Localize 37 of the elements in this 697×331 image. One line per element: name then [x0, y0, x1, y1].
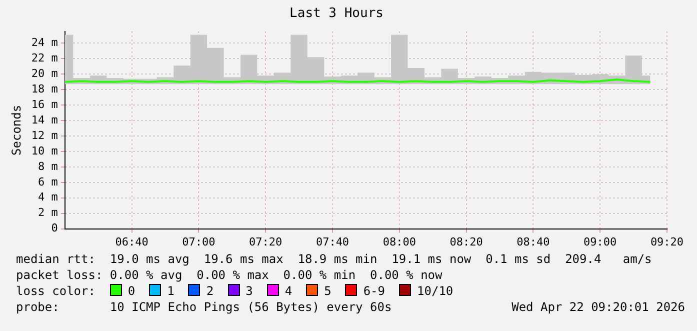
legend-label: 1: [166, 284, 174, 298]
legend-label: 4: [284, 284, 292, 298]
x-tick-label: 08:40: [516, 235, 550, 248]
y-tick-label: 10 m: [31, 144, 58, 158]
x-tick-label: 08:20: [450, 235, 483, 248]
y-tick-label: 22 m: [31, 52, 58, 65]
y-axis-title: Seconds: [9, 104, 24, 156]
y-tick-label: 16 m: [31, 98, 58, 111]
legend-label: 5: [323, 284, 332, 298]
y-tick-label: 24 m: [31, 36, 58, 50]
x-tick-label: 07:40: [316, 235, 350, 248]
x-tick-label: 07:20: [249, 235, 282, 248]
legend-label: 2: [205, 284, 214, 298]
y-tick-label: 14 m: [31, 113, 58, 126]
text: packet loss: 0.00 % avg 0.00 % max 0.00 % min 0.00 % now: [16, 268, 442, 282]
legend-label: 3: [244, 284, 253, 298]
legend-label: 10/10: [416, 284, 454, 298]
x-tick-label: 06:40: [115, 235, 148, 248]
text: median rtt: 19.0 ms avg 19.6 ms max 18.9 ms min 19.1 ms now 0.1 ms sd 209.4 am/s: [16, 252, 652, 266]
y-tick-label: 8 m: [38, 160, 58, 173]
x-tick-label: 08:00: [382, 235, 416, 248]
chart-title: Last 3 Hours: [290, 6, 384, 22]
legend-title: loss color:: [16, 284, 96, 298]
legend-label: 0: [126, 284, 136, 298]
x-tick-label: 09:20: [650, 235, 684, 248]
y-tick-label: 12 m: [31, 128, 58, 142]
x-tick-label: 09:00: [584, 235, 617, 248]
y-tick-label: 20 m: [31, 66, 58, 80]
y-tick-label: 0: [51, 222, 58, 235]
y-tick-label: 2 m: [38, 206, 58, 220]
text: probe: 10 ICMP Echo Pings (56 Bytes) every 60s: [16, 300, 392, 314]
y-tick-label: 4 m: [38, 190, 58, 204]
y-tick-label: 6 m: [38, 175, 58, 188]
x-tick-label: 07:00: [182, 235, 216, 248]
text: Wed Apr 22 09:20:01 2026: [512, 300, 685, 314]
legend-label: 6-9: [362, 284, 386, 298]
y-tick-label: 18 m: [31, 82, 58, 96]
